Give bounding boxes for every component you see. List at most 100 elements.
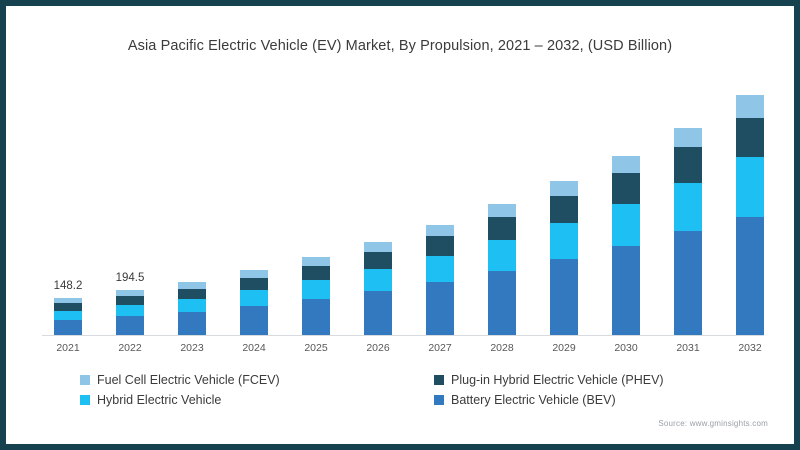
bar-2028[interactable] [488, 204, 516, 335]
stacked-bar [364, 242, 392, 335]
bar-value-label-2021: 148.2 [53, 280, 83, 292]
bar-segment-phev-2032 [736, 118, 764, 157]
x-tick-2029: 2029 [552, 342, 576, 354]
bar-segment-bev-2021 [54, 320, 82, 335]
x-tick-2026: 2026 [366, 342, 390, 354]
x-tick-2025: 2025 [304, 342, 328, 354]
stacked-bar: 148.2 [54, 280, 82, 335]
x-tick-2027: 2027 [428, 342, 452, 354]
bar-segment-bev-2023 [178, 312, 206, 335]
bar-segment-phev-2023 [178, 289, 206, 299]
legend-swatch-bev [434, 395, 444, 405]
legend-label-hev: Hybrid Electric Vehicle [97, 393, 222, 407]
bar-segment-hev-2032 [736, 157, 764, 217]
legend-label-fcev: Fuel Cell Electric Vehicle (FCEV) [97, 373, 280, 387]
bar-segment-phev-2027 [426, 236, 454, 256]
bar-2024[interactable] [240, 270, 268, 335]
legend-label-phev: Plug-in Hybrid Electric Vehicle (PHEV) [451, 373, 664, 387]
legend-swatch-phev [434, 375, 444, 385]
x-tick-2030: 2030 [614, 342, 638, 354]
legend-item-fcev[interactable]: Fuel Cell Electric Vehicle (FCEV) [80, 373, 280, 387]
bar-segment-fcev-2029 [550, 181, 578, 196]
plot-area: 148.2 194.5 [42, 80, 764, 336]
bar-2023[interactable] [178, 282, 206, 335]
bar-segment-hev-2029 [550, 223, 578, 259]
bar-segment-bev-2030 [612, 246, 640, 335]
stacked-bar [736, 95, 764, 335]
stacked-bar [612, 156, 640, 335]
bar-segment-hev-2027 [426, 256, 454, 282]
bar-segment-fcev-2025 [302, 257, 330, 266]
bar-segment-bev-2028 [488, 271, 516, 335]
bar-segment-phev-2022 [116, 296, 144, 305]
bar-segment-fcev-2031 [674, 128, 702, 147]
stacked-bar [488, 204, 516, 335]
bar-segment-bev-2026 [364, 291, 392, 335]
bar-2021[interactable]: 148.2 [54, 280, 82, 335]
stacked-bar: 194.5 [116, 272, 144, 335]
bar-segment-hev-2021 [54, 311, 82, 320]
bar-segment-bev-2025 [302, 299, 330, 335]
bar-segment-phev-2030 [612, 173, 640, 204]
legend-item-phev[interactable]: Plug-in Hybrid Electric Vehicle (PHEV) [434, 373, 664, 387]
x-tick-2031: 2031 [676, 342, 700, 354]
x-axis-line [42, 335, 764, 336]
bar-segment-phev-2024 [240, 278, 268, 290]
bar-segment-phev-2028 [488, 217, 516, 240]
bar-segment-bev-2022 [116, 316, 144, 335]
stacked-bar [550, 181, 578, 335]
chart-canvas: Asia Pacific Electric Vehicle (EV) Marke… [6, 6, 794, 444]
bar-2026[interactable] [364, 242, 392, 335]
bar-2031[interactable] [674, 128, 702, 335]
bar-segment-fcev-2022 [116, 290, 144, 296]
bar-2027[interactable] [426, 225, 454, 335]
bar-segment-fcev-2028 [488, 204, 516, 217]
x-axis-tick-labels: 2021 2022 2023 2024 2025 2026 2027 2028 2029 2030… [42, 342, 764, 358]
bar-2032[interactable] [736, 95, 764, 335]
x-tick-2022: 2022 [118, 342, 142, 354]
bar-2022[interactable]: 194.5 [116, 272, 144, 335]
bar-value-label-2022: 194.5 [115, 272, 145, 284]
bar-segment-fcev-2030 [612, 156, 640, 173]
bar-segment-phev-2031 [674, 147, 702, 183]
legend-item-bev[interactable]: Battery Electric Vehicle (BEV) [434, 393, 616, 407]
bar-segment-bev-2029 [550, 259, 578, 335]
bar-segment-phev-2026 [364, 252, 392, 269]
legend-item-hev[interactable]: Hybrid Electric Vehicle [80, 393, 221, 407]
x-tick-2024: 2024 [242, 342, 266, 354]
bar-segment-fcev-2024 [240, 270, 268, 278]
legend-swatch-fcev [80, 375, 90, 385]
bar-segment-fcev-2032 [736, 95, 764, 118]
source-caption: Source: www.gminsights.com [658, 419, 768, 428]
bar-segment-phev-2029 [550, 196, 578, 223]
bar-segment-hev-2028 [488, 240, 516, 271]
bar-segment-fcev-2026 [364, 242, 392, 252]
bar-segment-hev-2031 [674, 183, 702, 231]
bar-segment-hev-2023 [178, 299, 206, 312]
bar-2025[interactable] [302, 257, 330, 335]
stacked-bar [302, 257, 330, 335]
bar-2030[interactable] [612, 156, 640, 335]
bar-segment-bev-2027 [426, 282, 454, 335]
bar-segment-fcev-2021 [54, 298, 82, 303]
legend: Fuel Cell Electric Vehicle (FCEV) Hybrid… [66, 372, 756, 414]
bar-segment-bev-2031 [674, 231, 702, 335]
stacked-bar [178, 282, 206, 335]
bar-segment-hev-2030 [612, 204, 640, 246]
bar-segment-phev-2025 [302, 266, 330, 280]
bar-segment-hev-2026 [364, 269, 392, 291]
bar-segment-hev-2024 [240, 290, 268, 306]
page-title: Asia Pacific Electric Vehicle (EV) Marke… [127, 38, 673, 54]
stacked-bar [674, 128, 702, 335]
x-tick-2028: 2028 [490, 342, 514, 354]
bar-segment-bev-2024 [240, 306, 268, 335]
bar-segment-fcev-2023 [178, 282, 206, 289]
bar-segment-hev-2022 [116, 305, 144, 316]
legend-label-bev: Battery Electric Vehicle (BEV) [451, 393, 616, 407]
bar-segment-bev-2032 [736, 217, 764, 335]
legend-swatch-hev [80, 395, 90, 405]
stacked-bar [240, 270, 268, 335]
bar-2029[interactable] [550, 181, 578, 335]
stacked-bar [426, 225, 454, 335]
